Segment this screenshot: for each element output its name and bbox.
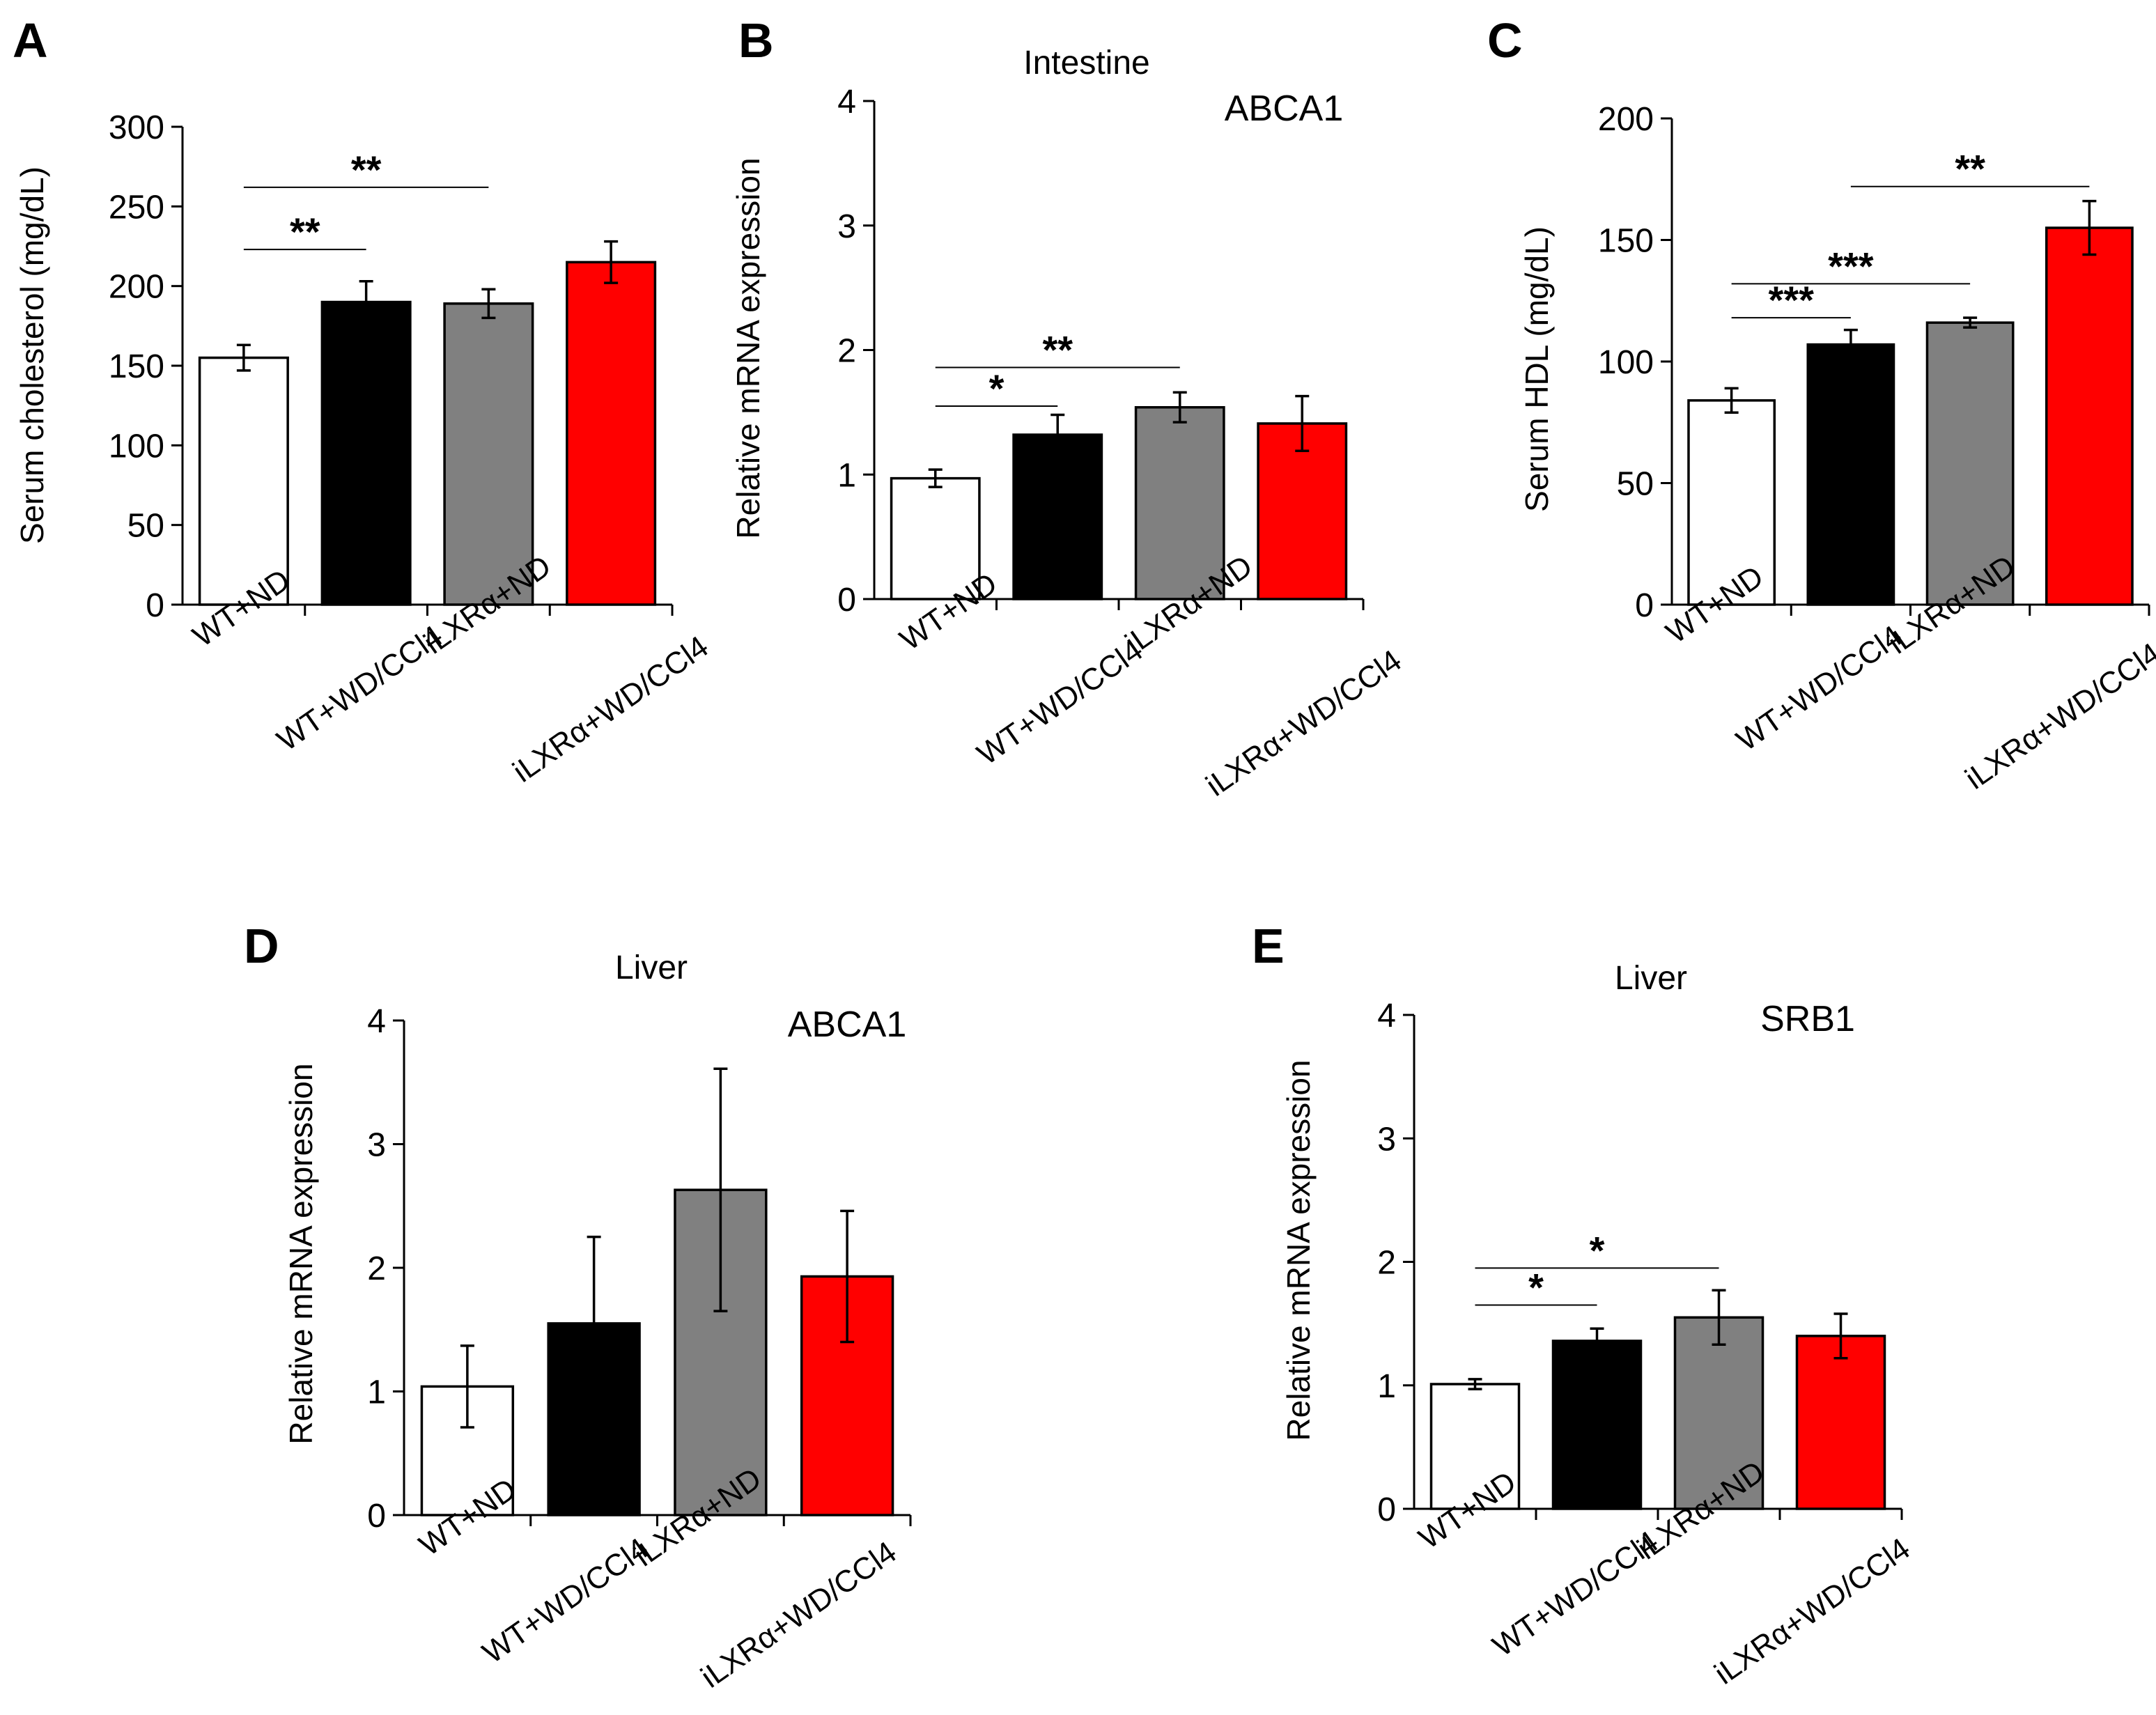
significance-label: ** xyxy=(290,210,320,254)
y-tick-label: 100 xyxy=(109,428,164,465)
bar xyxy=(890,476,981,600)
gene-label: ABCA1 xyxy=(1225,88,1344,129)
y-tick-label: 0 xyxy=(367,1498,386,1535)
chart-panel-e: E Liver SRB1 Relative mRNA expression 0 1 2 3 4 *… xyxy=(1252,919,1916,1691)
y-tick-label: 150 xyxy=(1598,223,1654,260)
y-tick-label: 1 xyxy=(367,1374,386,1411)
y-tick-label: 1 xyxy=(837,457,856,494)
y-axis-label: Serum HDL (mg/dL) xyxy=(1519,226,1555,512)
chart-title: Liver xyxy=(1615,960,1687,997)
x-category-label: iLXRα+WD/CCl4 xyxy=(695,1535,903,1694)
bar xyxy=(1012,433,1103,600)
x-category-label: iLXRα+WD/CCl4 xyxy=(507,629,715,789)
y-tick-label: 2 xyxy=(837,333,856,370)
y-axis-label: Relative mRNA expression xyxy=(1280,1060,1317,1441)
significance-label: * xyxy=(1528,1266,1544,1310)
x-category-label: iLXRα+WD/CCl4 xyxy=(1709,1531,1916,1691)
gene-label: ABCA1 xyxy=(788,1004,907,1045)
y-axis-label: Relative mRNA expression xyxy=(283,1063,319,1444)
chart-title: Intestine xyxy=(1023,45,1149,82)
y-tick-label: 2 xyxy=(1377,1245,1396,1282)
chart-panel-b: B Intestine ABCA1 Relative mRNA expression 0… xyxy=(730,13,1408,803)
y-tick-label: 150 xyxy=(109,348,164,385)
significance-label: ** xyxy=(1955,147,1985,191)
panel-letter: B xyxy=(738,13,774,68)
y-tick-label: 100 xyxy=(1598,344,1654,381)
y-tick-label: 300 xyxy=(109,109,164,146)
significance-label: * xyxy=(1590,1228,1605,1272)
bar xyxy=(1134,405,1225,600)
gene-label: SRB1 xyxy=(1760,999,1855,1039)
bar xyxy=(1687,399,1776,606)
bar xyxy=(1429,1383,1521,1510)
chart-title: Liver xyxy=(615,949,688,986)
bar xyxy=(198,356,289,606)
y-tick-label: 3 xyxy=(837,208,856,245)
y-tick-label: 250 xyxy=(109,189,164,226)
y-tick-label: 0 xyxy=(146,587,164,624)
panel-letter: C xyxy=(1487,13,1523,68)
bar xyxy=(800,1275,894,1516)
y-tick-label: 0 xyxy=(837,582,856,619)
bar xyxy=(2045,226,2134,606)
significance-label: * xyxy=(989,366,1005,410)
y-tick-label: 50 xyxy=(127,508,164,545)
x-category-label: iLXRα+WD/CCl4 xyxy=(1960,636,2156,796)
y-tick-label: 200 xyxy=(109,269,164,306)
bar xyxy=(1257,422,1348,600)
y-axis-label: Relative mRNA expression xyxy=(730,157,766,538)
x-category-label: WT+WD/CCl4 xyxy=(476,1531,654,1670)
bar xyxy=(566,261,657,606)
bar xyxy=(1806,343,1895,606)
significance-label: ** xyxy=(1042,328,1073,372)
significance-label: *** xyxy=(1828,244,1874,288)
y-tick-label: 4 xyxy=(837,84,856,121)
bar xyxy=(1795,1335,1886,1510)
y-tick-label: 4 xyxy=(1377,998,1396,1034)
bar xyxy=(320,300,412,606)
y-tick-label: 0 xyxy=(1377,1491,1396,1528)
y-tick-label: 50 xyxy=(1617,466,1654,503)
significance-label: ** xyxy=(351,148,382,192)
y-tick-label: 200 xyxy=(1598,101,1654,138)
y-tick-label: 0 xyxy=(1635,587,1654,624)
y-tick-label: 2 xyxy=(367,1250,386,1287)
bar xyxy=(1673,1316,1765,1510)
y-tick-label: 3 xyxy=(367,1127,386,1164)
y-tick-label: 4 xyxy=(367,1003,386,1040)
x-category-label: iLXRα+WD/CCl4 xyxy=(1200,643,1408,802)
bar xyxy=(443,302,534,606)
x-category-label: WT+WD/CCl4 xyxy=(1730,619,1908,757)
bar xyxy=(1551,1340,1643,1510)
y-axis-label: Serum cholesterol (mg/dL) xyxy=(14,166,50,544)
panel-letter: A xyxy=(13,13,48,68)
chart-panel-a: A Serum cholesterol (mg/dL) 0 50 100 150 200 25… xyxy=(13,13,715,789)
chart-panel-d: D Liver ABCA1 Relative mRNA expression 0 1 2 3 4… xyxy=(244,919,912,1695)
panel-letter: E xyxy=(1252,919,1285,973)
x-category-label: WT+WD/CCl4 xyxy=(971,633,1149,771)
panel-letter: D xyxy=(244,919,279,973)
significance-label: *** xyxy=(1769,278,1815,322)
y-tick-label: 3 xyxy=(1377,1121,1396,1158)
y-tick-label: 1 xyxy=(1377,1368,1396,1405)
